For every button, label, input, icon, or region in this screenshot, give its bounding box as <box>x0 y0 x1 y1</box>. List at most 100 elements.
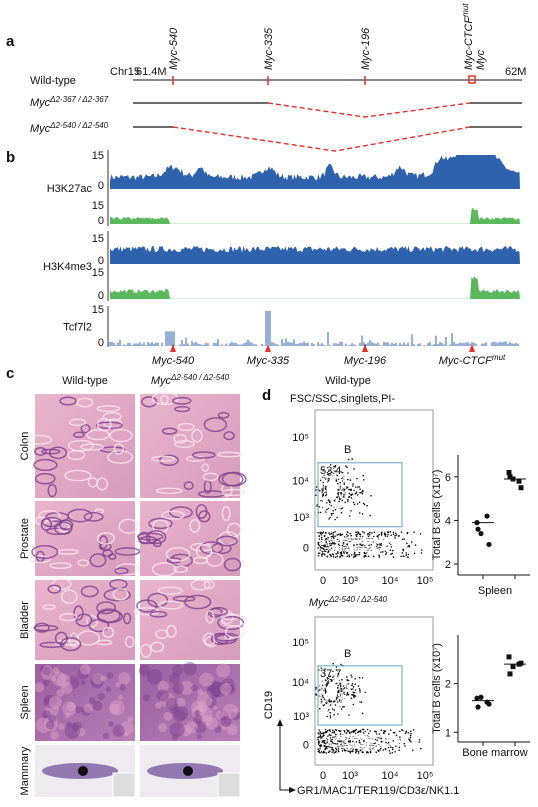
event <box>327 681 330 684</box>
tissue-texture <box>216 663 231 678</box>
tissue-texture <box>191 705 205 719</box>
event <box>318 544 320 546</box>
event <box>328 735 330 737</box>
event <box>337 533 340 536</box>
event <box>361 492 364 495</box>
event <box>317 750 320 753</box>
data-point <box>478 694 484 700</box>
histology-image <box>35 394 135 498</box>
data-point <box>486 701 492 707</box>
event <box>352 483 354 485</box>
tissue-texture <box>146 668 163 685</box>
event <box>362 732 365 734</box>
event <box>358 687 361 690</box>
tissue-texture <box>49 562 72 570</box>
y-tick-label: 1 <box>445 727 451 739</box>
deleted-region <box>267 102 471 118</box>
event <box>318 741 320 744</box>
event <box>322 481 324 484</box>
event <box>394 745 397 748</box>
event <box>378 554 380 557</box>
tissue-texture <box>118 518 139 534</box>
event <box>329 750 331 752</box>
tissue-texture <box>75 706 83 714</box>
event <box>362 478 365 481</box>
event <box>350 674 352 676</box>
event <box>329 463 332 466</box>
event <box>345 732 348 734</box>
event <box>321 550 323 553</box>
histology-image <box>140 664 240 741</box>
event <box>391 748 394 751</box>
scale-max: 15 <box>92 233 104 245</box>
event <box>325 702 328 704</box>
event <box>354 689 357 691</box>
event <box>357 752 360 754</box>
event <box>325 545 327 548</box>
event <box>321 490 324 492</box>
tissue-texture <box>205 610 215 624</box>
event <box>343 536 346 538</box>
event <box>346 500 349 503</box>
event <box>326 508 328 511</box>
event <box>358 551 361 554</box>
event <box>358 553 361 556</box>
tissue-texture <box>54 631 68 646</box>
genotype-main: Myc <box>30 123 51 135</box>
tissue-texture <box>151 562 177 577</box>
event <box>334 751 337 754</box>
event <box>358 532 360 534</box>
contour <box>319 733 401 749</box>
event <box>337 713 339 715</box>
event <box>352 686 355 688</box>
event <box>384 747 387 750</box>
track-name: Tcf7l2 <box>63 322 92 334</box>
event <box>385 552 388 554</box>
event <box>354 677 356 680</box>
tissue-texture <box>114 567 129 575</box>
event <box>333 714 335 716</box>
tissue-texture <box>155 487 183 495</box>
tissue-texture <box>89 553 107 568</box>
marker-name-main: Myc-CTCF <box>439 355 493 367</box>
event <box>392 533 395 535</box>
tissue-texture <box>41 710 51 720</box>
panel-label: d <box>262 387 271 404</box>
flow-y-tick: 10⁵ <box>292 432 309 444</box>
scale-max: 15 <box>92 267 104 279</box>
event <box>334 535 336 537</box>
tissue-texture <box>224 625 245 639</box>
tissue-texture <box>43 694 57 708</box>
tissue-texture <box>112 724 125 737</box>
event <box>328 733 331 736</box>
event <box>338 498 341 501</box>
scale-max: 15 <box>92 304 104 316</box>
tissue-texture <box>45 720 55 730</box>
tissue-texture <box>62 701 77 716</box>
event <box>336 474 338 476</box>
tissue-texture <box>221 724 228 731</box>
tissue-texture <box>31 544 59 559</box>
event <box>407 556 409 558</box>
tissue-texture <box>194 721 207 734</box>
event <box>402 555 405 557</box>
tissue-texture <box>83 511 104 522</box>
tissue-texture <box>141 396 158 408</box>
event <box>351 694 353 696</box>
event <box>395 734 398 737</box>
event <box>337 695 339 698</box>
event <box>339 552 342 554</box>
ctcf-site <box>468 75 476 84</box>
tissue-texture <box>173 706 179 712</box>
genotype-main: Wild-type <box>30 75 76 87</box>
tissue-texture <box>41 667 53 680</box>
tissue-texture <box>158 454 179 467</box>
event <box>317 554 320 557</box>
event <box>398 746 401 749</box>
tissue-texture <box>81 706 91 716</box>
tissue-texture <box>47 483 57 498</box>
dot-plot-y-label: Total B cells (x10⁷) <box>431 470 443 561</box>
marker-name: Myc-CTCFmut <box>439 353 506 368</box>
event <box>358 676 361 679</box>
tissue-texture <box>227 724 238 735</box>
